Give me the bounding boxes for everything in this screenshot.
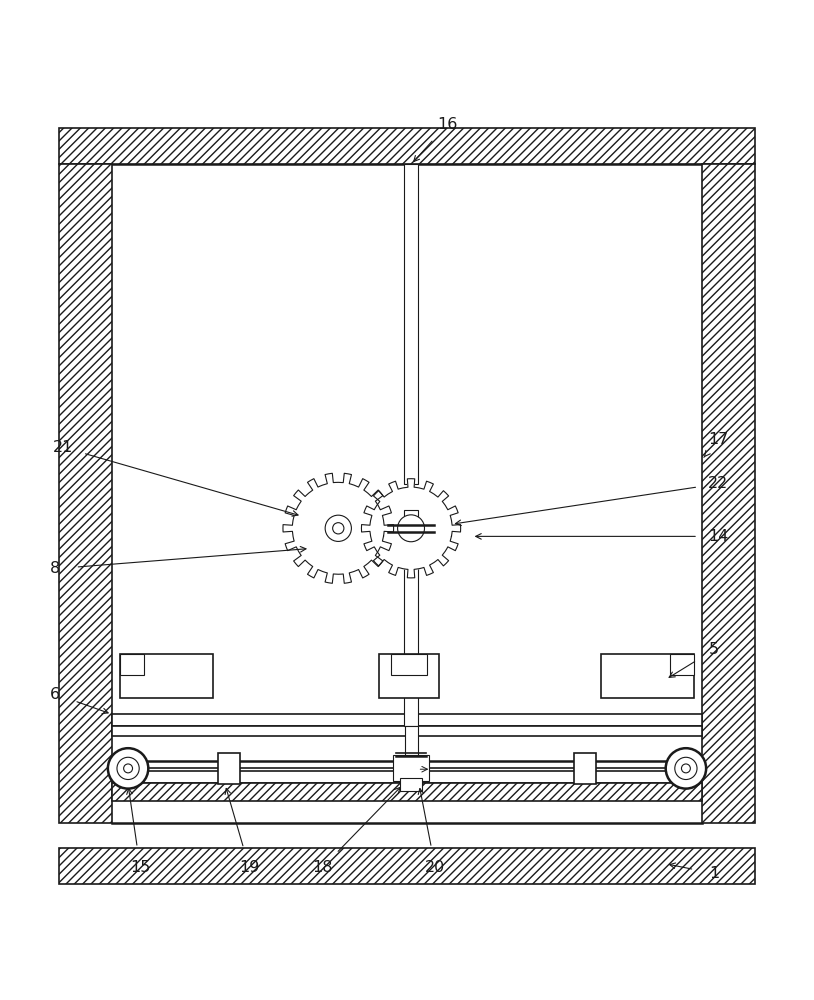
Bar <box>404 164 418 484</box>
Text: 8: 8 <box>50 561 60 576</box>
Text: 14: 14 <box>708 529 729 544</box>
Bar <box>670 654 694 675</box>
Circle shape <box>117 757 139 780</box>
Bar <box>112 726 702 736</box>
Bar <box>391 654 427 675</box>
Bar <box>120 654 213 698</box>
Text: 15: 15 <box>130 860 151 875</box>
Text: 6: 6 <box>50 687 60 702</box>
Circle shape <box>124 764 133 773</box>
Bar <box>379 654 440 698</box>
Text: 16: 16 <box>437 117 457 132</box>
Bar <box>405 726 418 756</box>
Bar <box>120 654 144 675</box>
Text: 20: 20 <box>425 860 445 875</box>
Bar <box>574 753 596 784</box>
Bar <box>404 510 418 539</box>
Circle shape <box>108 748 148 789</box>
Circle shape <box>666 748 706 789</box>
Bar <box>112 783 702 801</box>
Bar <box>393 755 429 781</box>
Polygon shape <box>361 479 461 578</box>
Text: 21: 21 <box>53 440 73 455</box>
Bar <box>59 164 112 823</box>
Bar <box>218 753 240 784</box>
Text: 5: 5 <box>709 642 720 657</box>
Bar <box>59 848 755 884</box>
Circle shape <box>333 523 344 534</box>
Circle shape <box>397 515 424 542</box>
Text: 19: 19 <box>239 860 260 875</box>
Bar <box>400 778 422 791</box>
Text: 22: 22 <box>708 476 729 491</box>
Text: 1: 1 <box>709 866 720 881</box>
Bar <box>404 565 418 726</box>
Circle shape <box>325 515 352 541</box>
Bar <box>59 128 755 164</box>
Text: 17: 17 <box>708 432 729 447</box>
Text: 18: 18 <box>312 860 332 875</box>
Bar <box>702 164 755 823</box>
Polygon shape <box>283 473 394 583</box>
Bar <box>112 714 702 726</box>
Bar <box>601 654 694 698</box>
Circle shape <box>675 757 697 780</box>
Circle shape <box>681 764 690 773</box>
